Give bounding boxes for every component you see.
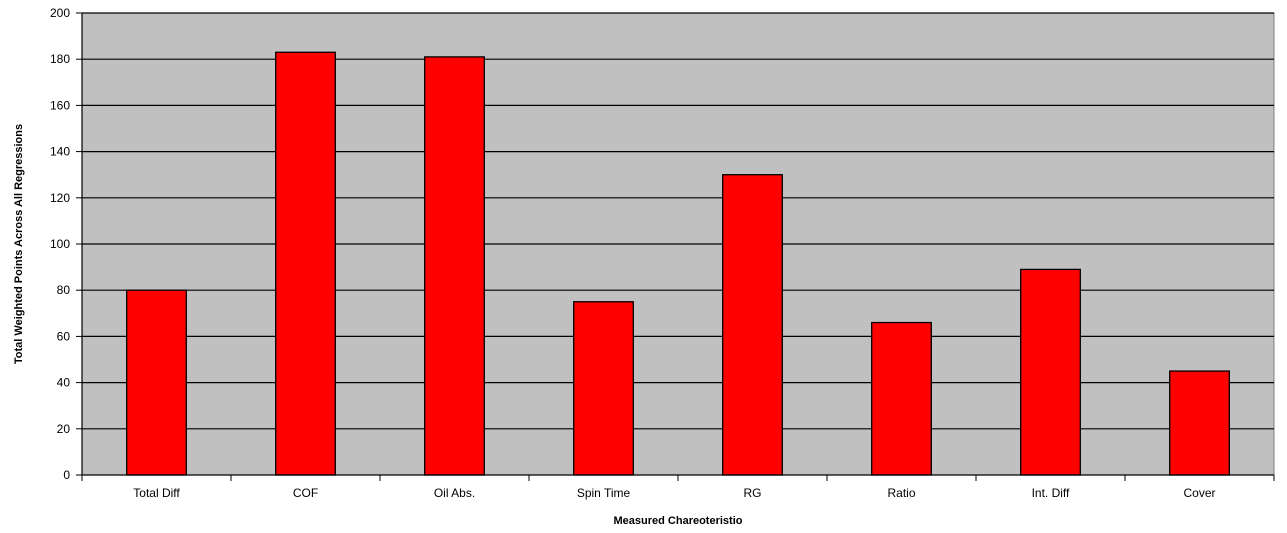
y-axis-title: Total Weighted Points Across All Regress… xyxy=(13,124,25,364)
x-tick-label: Spin Time xyxy=(577,486,631,500)
y-tick-label: 40 xyxy=(57,376,71,390)
y-tick-label: 160 xyxy=(50,98,70,112)
y-tick-label: 80 xyxy=(57,283,71,297)
x-tick-label: COF xyxy=(293,486,318,500)
y-tick-label: 140 xyxy=(50,145,70,159)
x-axis-title: Measured Chareoteristio xyxy=(614,515,743,527)
y-tick-label: 180 xyxy=(50,52,70,66)
x-tick-label: Int. Diff xyxy=(1032,486,1070,500)
y-axis-ticks: 0 20 40 60 80 100 120 140 160 180 200 xyxy=(50,6,82,482)
x-tick-label: Ratio xyxy=(887,486,915,500)
bar xyxy=(1169,370,1230,476)
x-axis-ticks: Total Diff COF Oil Abs. Spin Time RG Ratio Int… xyxy=(81,475,1275,500)
y-tick-label: 200 xyxy=(50,6,70,20)
x-tick-label: Cover xyxy=(1183,486,1215,500)
bar xyxy=(275,51,336,476)
x-tick-label: Total Diff xyxy=(133,486,180,500)
y-tick-label: 60 xyxy=(57,329,71,343)
bar xyxy=(871,321,932,476)
x-tick-label: RG xyxy=(744,486,762,500)
y-tick-label: 100 xyxy=(50,237,70,251)
bar xyxy=(722,174,783,476)
bar xyxy=(126,289,187,476)
y-tick-label: 120 xyxy=(50,191,70,205)
bar xyxy=(424,56,485,476)
bar xyxy=(1020,268,1081,476)
y-tick-label: 20 xyxy=(57,422,71,436)
y-tick-label: 0 xyxy=(63,468,70,482)
bar xyxy=(573,301,634,476)
x-tick-label: Oil Abs. xyxy=(434,486,475,500)
